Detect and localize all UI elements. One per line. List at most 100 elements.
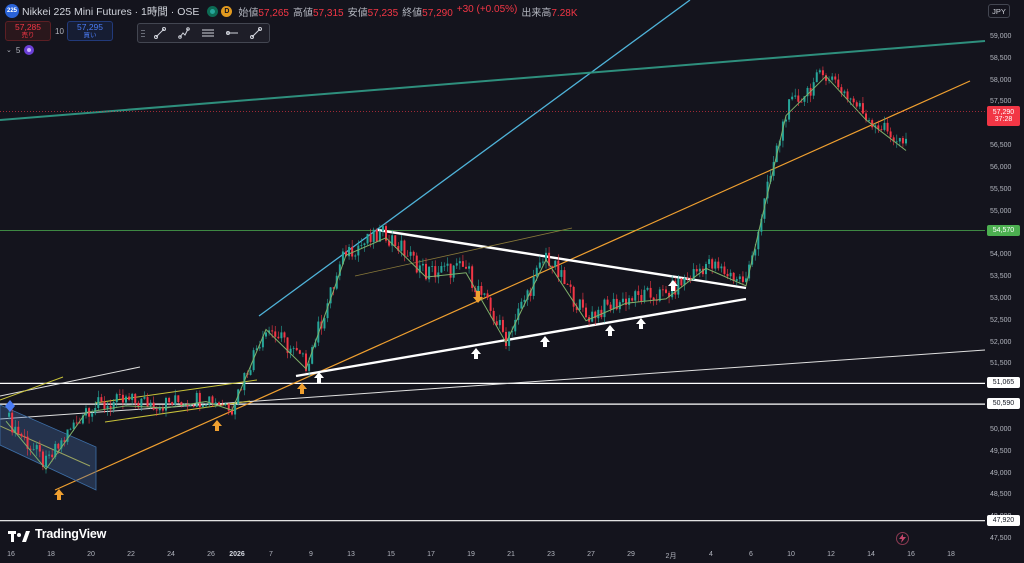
candle-body[interactable]	[174, 395, 177, 405]
candle-body[interactable]	[606, 299, 609, 305]
candle-body[interactable]	[249, 370, 252, 375]
candle-body[interactable]	[341, 251, 344, 265]
candle-body[interactable]	[208, 396, 211, 405]
candle-body[interactable]	[125, 396, 127, 403]
candle-body[interactable]	[8, 412, 11, 417]
candle-body[interactable]	[403, 240, 406, 256]
candle-body[interactable]	[575, 306, 578, 310]
candle-body[interactable]	[286, 337, 289, 353]
candle-body[interactable]	[161, 406, 164, 411]
candle-body[interactable]	[140, 398, 143, 408]
candle-body[interactable]	[548, 252, 551, 266]
candle-body[interactable]	[511, 331, 514, 333]
candle-body[interactable]	[338, 264, 341, 276]
candle-body[interactable]	[865, 113, 867, 121]
candle-body[interactable]	[345, 251, 347, 257]
candle-body[interactable]	[388, 240, 391, 246]
candle-body[interactable]	[781, 121, 784, 141]
brush-tool-icon[interactable]	[244, 24, 268, 42]
candle-body[interactable]	[483, 293, 486, 295]
candle-body[interactable]	[329, 287, 332, 304]
candle-body[interactable]	[868, 120, 871, 121]
candle-body[interactable]	[394, 235, 397, 247]
candle-body[interactable]	[517, 308, 520, 320]
symbol-logo-icon[interactable]: 225	[5, 4, 19, 18]
candle-body[interactable]	[514, 319, 517, 332]
candle-body[interactable]	[97, 397, 100, 408]
candle-body[interactable]	[495, 321, 498, 326]
candle-body[interactable]	[311, 347, 314, 364]
candle-body[interactable]	[803, 96, 806, 102]
candle-body[interactable]	[600, 309, 603, 318]
candle-body[interactable]	[109, 406, 112, 410]
candle-body[interactable]	[480, 285, 483, 295]
candle-body[interactable]	[158, 406, 161, 411]
candle-body[interactable]	[224, 403, 227, 406]
candle-body[interactable]	[100, 397, 103, 402]
candle-body[interactable]	[585, 307, 587, 318]
candle-body[interactable]	[738, 276, 741, 280]
candle-body[interactable]	[121, 394, 124, 403]
candle-body[interactable]	[106, 406, 109, 409]
candle-body[interactable]	[268, 330, 271, 333]
candle-body[interactable]	[674, 280, 677, 295]
white-up-arrow[interactable]	[605, 325, 615, 336]
candle-body[interactable]	[714, 261, 717, 269]
candle-body[interactable]	[578, 299, 581, 310]
candle-body[interactable]	[591, 311, 594, 322]
white-up-arrow[interactable]	[668, 280, 678, 291]
teal-trend-line[interactable]	[0, 40, 986, 121]
candle-body[interactable]	[905, 138, 907, 144]
candle-body[interactable]	[726, 273, 729, 277]
candle-body[interactable]	[489, 297, 492, 311]
candle-body[interactable]	[26, 436, 29, 449]
candle-body[interactable]	[406, 255, 409, 257]
candle-body[interactable]	[298, 350, 301, 354]
drag-handle-icon[interactable]	[138, 24, 148, 42]
candle-body[interactable]	[526, 290, 529, 300]
candle-body[interactable]	[852, 98, 855, 103]
candle-body[interactable]	[505, 331, 507, 346]
candle-body[interactable]	[541, 261, 544, 263]
candle-body[interactable]	[332, 287, 335, 289]
candle-body[interactable]	[695, 269, 698, 272]
candle-body[interactable]	[308, 363, 311, 371]
candle-body[interactable]	[149, 402, 152, 407]
candle-body[interactable]	[301, 353, 304, 355]
candle-body[interactable]	[766, 181, 769, 199]
candle-body[interactable]	[29, 448, 32, 450]
candle-body[interactable]	[711, 259, 714, 269]
descending-channel[interactable]	[0, 404, 97, 491]
candle-body[interactable]	[211, 396, 214, 405]
candle-body[interactable]	[901, 138, 904, 144]
candle-body[interactable]	[305, 353, 307, 371]
candle-body[interactable]	[449, 263, 452, 278]
candle-body[interactable]	[252, 350, 255, 371]
candle-body[interactable]	[192, 405, 195, 407]
candle-body[interactable]	[91, 413, 94, 417]
candle-body[interactable]	[452, 265, 455, 278]
candle-body[interactable]	[723, 266, 726, 274]
candle-body[interactable]	[520, 301, 523, 309]
candle-body[interactable]	[621, 298, 624, 303]
candle-body[interactable]	[797, 95, 800, 102]
orange-up-arrow[interactable]	[297, 383, 307, 394]
lightning-icon[interactable]	[896, 532, 909, 545]
candle-body[interactable]	[655, 300, 658, 301]
candle-body[interactable]	[871, 120, 874, 128]
order-quantity[interactable]: 10	[55, 26, 64, 36]
candle-body[interactable]	[821, 70, 824, 76]
candle-body[interactable]	[177, 395, 180, 403]
candle-body[interactable]	[134, 393, 137, 403]
candle-body[interactable]	[769, 175, 772, 182]
candle-body[interactable]	[665, 289, 667, 293]
candle-body[interactable]	[557, 260, 560, 277]
candle-body[interactable]	[735, 279, 738, 281]
candle-body[interactable]	[874, 125, 877, 128]
candle-body[interactable]	[545, 252, 547, 262]
candle-body[interactable]	[152, 402, 155, 410]
candle-body[interactable]	[48, 454, 51, 456]
candle-body[interactable]	[898, 138, 901, 142]
candle-body[interactable]	[75, 422, 78, 424]
candle-body[interactable]	[378, 231, 381, 242]
